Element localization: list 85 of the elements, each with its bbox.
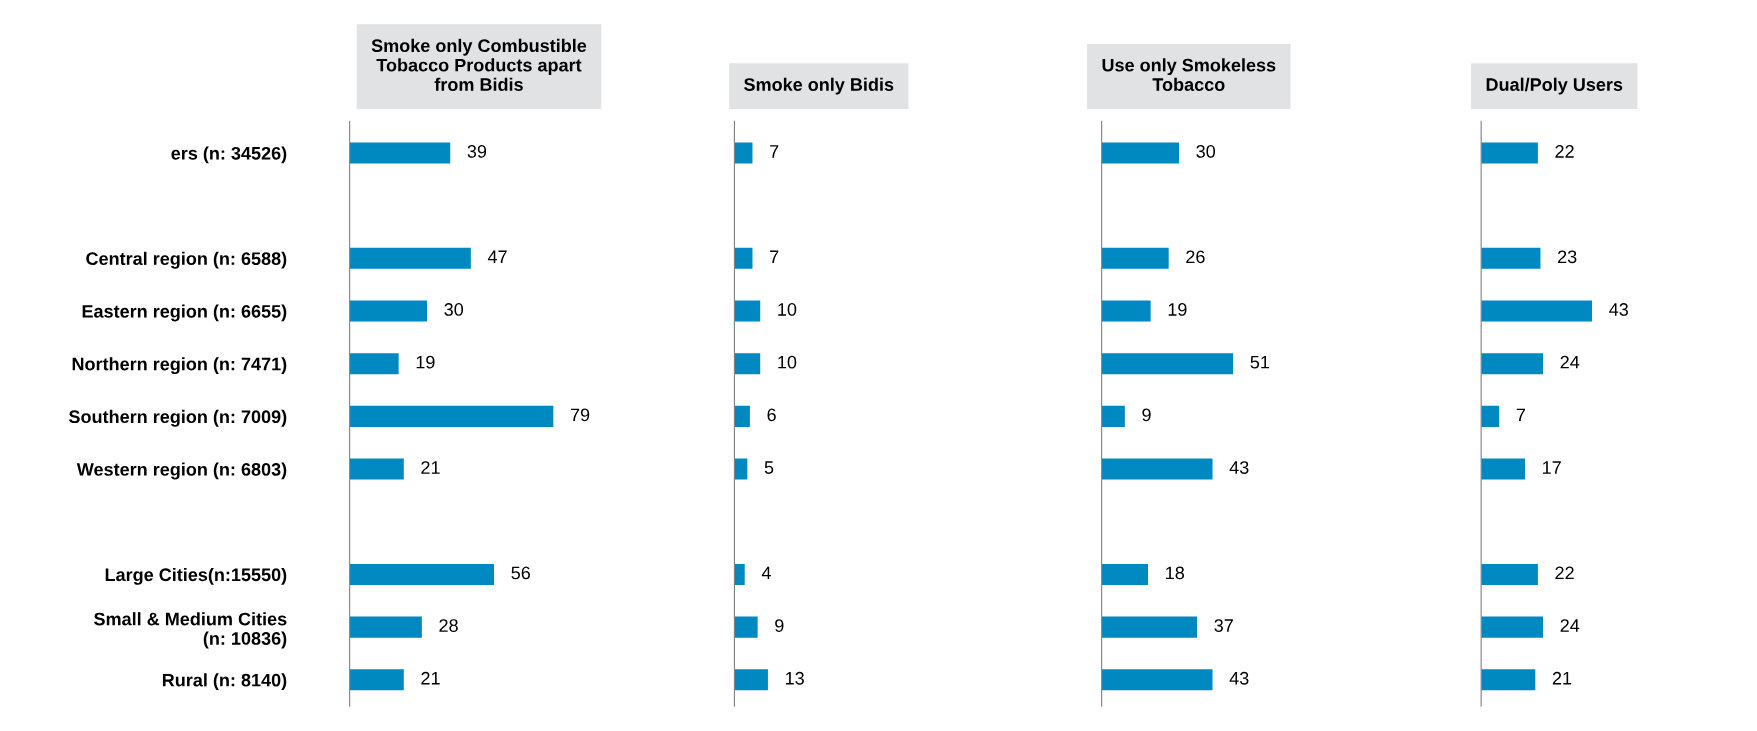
bar — [349, 142, 451, 164]
text: Smoke only Bidis — [744, 77, 894, 95]
data-label: 26 — [1186, 250, 1205, 264]
bar — [1101, 142, 1179, 164]
bar — [349, 616, 422, 638]
bar — [1481, 563, 1538, 585]
data-label: 6 — [767, 408, 776, 422]
bar — [734, 300, 761, 322]
bar — [1481, 669, 1536, 691]
bar — [734, 142, 753, 164]
data-label: 24 — [1560, 355, 1580, 369]
y-tick-label: Large Cities(n:15550) — [105, 567, 287, 585]
chart-title: Dual/Poly Users — [1486, 77, 1623, 95]
bar — [1481, 300, 1593, 322]
data-label: 7 — [770, 145, 779, 158]
bar — [734, 405, 750, 427]
data-label: 10 — [778, 355, 797, 369]
data-label: 19 — [1168, 303, 1187, 316]
bar — [1101, 247, 1169, 269]
data-label: 22 — [1555, 145, 1574, 158]
bar — [1481, 458, 1525, 480]
data-label: 30 — [444, 303, 464, 316]
bar — [349, 300, 427, 322]
bar — [1101, 353, 1234, 375]
bar — [1101, 669, 1213, 691]
bar — [349, 458, 404, 480]
y-tick-label: ers (n: 34526) — [171, 146, 287, 164]
bar — [1481, 616, 1544, 638]
chart-title: Smoke only Combustible Tobacco Products apart from Bidis — [371, 38, 587, 91]
bar — [1101, 300, 1151, 322]
bar — [734, 563, 745, 585]
chart-title: Use only Smokeless Tobacco — [1102, 58, 1276, 91]
bar — [349, 247, 471, 269]
data-label: 43 — [1609, 303, 1628, 316]
data-label: 79 — [570, 408, 590, 422]
y-tick-label: Southern region (n: 7009) — [68, 409, 287, 427]
data-label: 21 — [1552, 671, 1572, 685]
data-label: 47 — [487, 250, 507, 263]
data-label: 21 — [421, 671, 440, 685]
y-tick-label: Central region (n: 6588) — [86, 251, 287, 269]
data-label: 19 — [416, 355, 435, 369]
data-label: 39 — [467, 145, 487, 158]
bar — [349, 405, 554, 427]
data-label: 18 — [1166, 566, 1185, 580]
y-tick-label: Western region (n: 6803) — [76, 462, 287, 480]
bar — [1481, 353, 1544, 375]
data-label: 43 — [1229, 461, 1249, 474]
data-label: 4 — [761, 566, 771, 580]
bar — [1101, 458, 1213, 480]
bar — [1101, 616, 1198, 638]
data-label: 10 — [778, 303, 797, 316]
data-label: 24 — [1560, 619, 1580, 632]
data-label: 22 — [1555, 566, 1574, 580]
data-label: 9 — [1142, 408, 1151, 422]
bar — [1101, 405, 1125, 427]
data-label: 13 — [785, 671, 804, 685]
data-label: 9 — [775, 619, 784, 632]
bar — [734, 247, 753, 269]
bar — [734, 458, 748, 480]
bar — [349, 669, 404, 691]
bar — [1481, 405, 1500, 427]
bar — [1481, 142, 1538, 164]
data-label: 7 — [770, 250, 779, 263]
bar — [734, 353, 761, 375]
bar — [734, 616, 758, 638]
data-label: 30 — [1196, 145, 1216, 158]
data-label: 51 — [1250, 355, 1270, 369]
data-label: 21 — [421, 461, 440, 474]
bar — [1481, 247, 1541, 269]
data-label: 56 — [511, 566, 530, 580]
y-tick-label: Small & Medium Cities (n: 10836) — [94, 612, 287, 649]
data-label: 7 — [1516, 408, 1525, 422]
y-tick-label: Northern region (n: 7471) — [72, 357, 287, 375]
data-label: 28 — [439, 619, 458, 632]
data-label: 23 — [1558, 250, 1577, 264]
data-label: 17 — [1543, 461, 1561, 474]
data-label: 43 — [1229, 671, 1249, 685]
y-tick-label: Rural (n: 8140) — [162, 673, 287, 691]
data-label: 5 — [764, 461, 774, 474]
bar — [1101, 563, 1149, 585]
bar — [734, 669, 768, 691]
bar — [349, 353, 399, 375]
bar — [349, 563, 495, 585]
y-tick-label: Eastern region (n: 6655) — [82, 304, 287, 322]
data-label: 37 — [1214, 619, 1233, 632]
